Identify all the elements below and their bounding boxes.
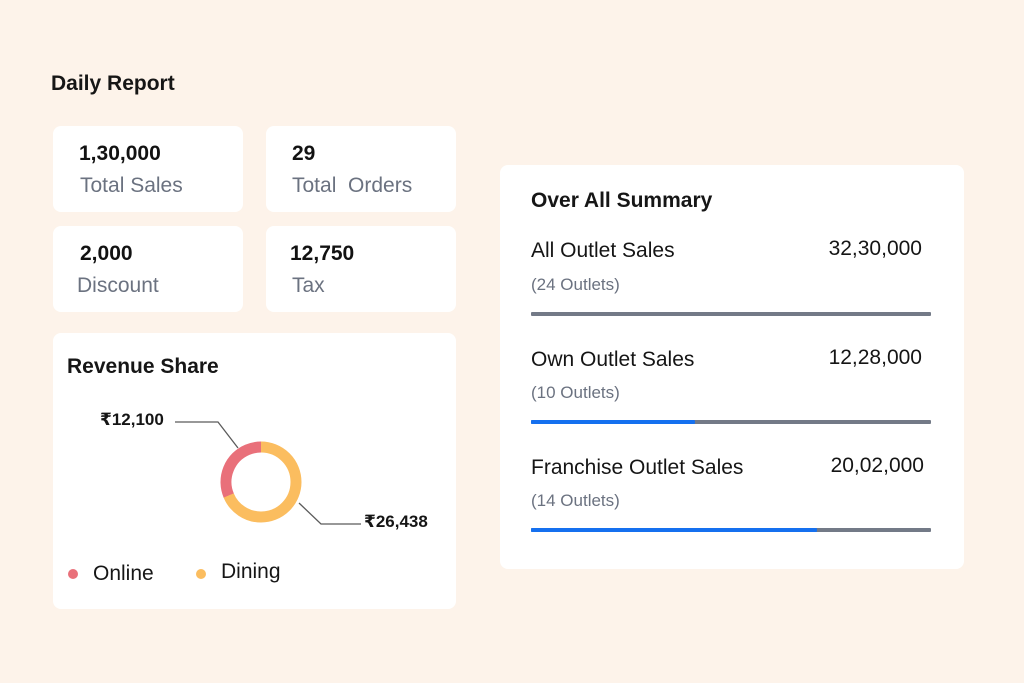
- summary-card: Over All Summary All Outlet Sales 32,30,…: [500, 165, 964, 569]
- stat-label: Total Sales: [80, 174, 183, 197]
- stat-label: Discount: [77, 274, 159, 297]
- summary-row-value: 20,02,000: [830, 454, 924, 477]
- summary-row-outlet-count: (24 Outlets): [531, 275, 620, 294]
- online-value-label: ₹12,100: [100, 410, 164, 429]
- summary-progress-track: [531, 420, 931, 424]
- legend-dining-dot: [196, 569, 206, 579]
- page-title: Daily Report: [51, 72, 175, 95]
- stat-card-total-orders[interactable]: 29 Total Orders: [266, 126, 456, 212]
- stat-value: 1,30,000: [79, 142, 161, 165]
- revenue-share-title: Revenue Share: [67, 355, 219, 378]
- summary-progress-fill: [531, 420, 695, 424]
- stat-card-discount[interactable]: 2,000 Discount: [53, 226, 243, 312]
- revenue-donut-chart: [175, 421, 361, 525]
- summary-row-outlet-count: (14 Outlets): [531, 491, 620, 510]
- stat-card-total-sales[interactable]: 1,30,000 Total Sales: [53, 126, 243, 212]
- revenue-share-card: Revenue Share ₹12,100 ₹26,438 Online Din…: [53, 333, 456, 609]
- donut-segment-dining: [220, 441, 302, 523]
- summary-row-value: 32,30,000: [828, 237, 922, 260]
- legend-online-dot: [68, 569, 78, 579]
- summary-row-label: Own Outlet Sales: [531, 348, 695, 371]
- summary-row-label: All Outlet Sales: [531, 239, 675, 262]
- online-leader-line: [175, 421, 239, 449]
- summary-progress-track: [531, 312, 931, 316]
- summary-row-label: Franchise Outlet Sales: [531, 456, 744, 479]
- stat-value: 12,750: [290, 242, 355, 265]
- legend-dining-label: Dining: [221, 560, 281, 583]
- summary-progress-track: [531, 528, 931, 532]
- stat-card-tax[interactable]: 12,750 Tax: [266, 226, 456, 312]
- dining-leader-line: [298, 502, 361, 525]
- summary-row-outlet-count: (10 Outlets): [531, 383, 620, 402]
- summary-row-value: 12,28,000: [828, 346, 922, 369]
- summary-title: Over All Summary: [531, 189, 713, 212]
- stat-value: 29: [292, 142, 316, 165]
- summary-progress-fill: [531, 528, 817, 532]
- legend-online-label: Online: [93, 562, 154, 585]
- stat-label: Tax: [292, 274, 325, 297]
- dining-value-label: ₹26,438: [364, 512, 428, 531]
- stat-value: 2,000: [80, 242, 133, 265]
- stat-label: Total Orders: [292, 174, 413, 197]
